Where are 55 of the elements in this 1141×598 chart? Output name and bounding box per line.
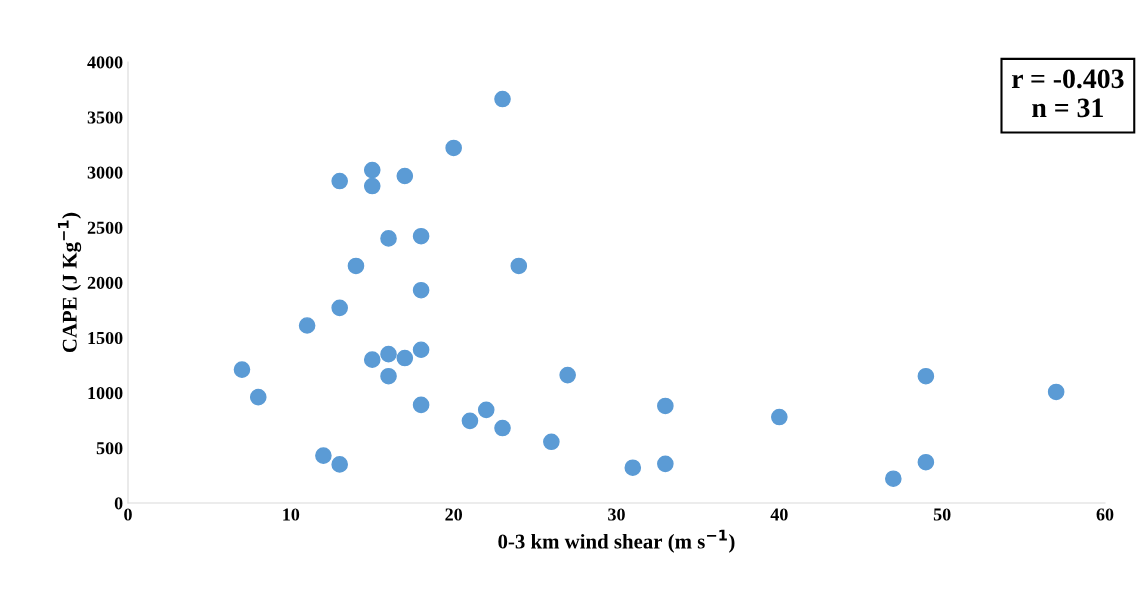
point [477, 401, 495, 419]
point [494, 419, 511, 437]
point [461, 412, 479, 430]
y-tick-label: 1500 [88, 331, 123, 345]
point [771, 408, 788, 426]
point [331, 299, 348, 317]
point [412, 396, 430, 414]
point [885, 470, 902, 488]
point [657, 455, 674, 473]
x-tick-label: 10 [283, 508, 300, 521]
point [363, 161, 381, 179]
x-axis-title: 0-3 km wind shear (m s$^{−1}$) [498, 529, 735, 553]
y-tick-label: 3000 [87, 166, 123, 179]
point [657, 397, 674, 415]
y-tick-label: 4000 [87, 56, 123, 69]
point [917, 367, 935, 385]
annotation: r = -0.403 n = 31 [1011, 69, 1124, 118]
point [396, 349, 414, 367]
point [298, 317, 316, 334]
point [624, 459, 642, 477]
x-tick-label: 20 [445, 508, 463, 521]
y-tick-label: 2500 [87, 221, 123, 234]
y-tick-label: 2000 [87, 276, 123, 289]
point [331, 172, 348, 190]
y-tick-label: 1000 [88, 387, 123, 400]
point [233, 361, 251, 378]
point [249, 388, 267, 406]
point [347, 257, 365, 275]
point [363, 351, 381, 368]
point [363, 177, 381, 195]
point [380, 230, 397, 247]
point [315, 447, 332, 464]
y-axis-title: CAPE (J Kg$^{−1}$) [57, 212, 82, 353]
point [380, 345, 397, 363]
y-tick-label: 0 [114, 497, 123, 510]
point [445, 139, 462, 157]
point [396, 167, 414, 185]
point [510, 257, 528, 275]
x-tick-label: 30 [608, 508, 625, 521]
x-tick-label: 40 [770, 508, 788, 521]
point [412, 227, 430, 245]
point [412, 281, 430, 299]
x-tick-label: 0 [124, 508, 132, 521]
x-tick-label: 50 [933, 508, 951, 521]
point [412, 341, 430, 359]
point [559, 366, 576, 384]
point [917, 453, 935, 471]
point [331, 456, 348, 473]
point [543, 433, 560, 451]
point [1047, 383, 1065, 401]
point [380, 367, 397, 385]
y-tick-label: 500 [96, 442, 123, 455]
x-tick-label: 60 [1096, 508, 1114, 521]
y-tick-label: 3500 [87, 111, 123, 124]
point [494, 90, 511, 108]
